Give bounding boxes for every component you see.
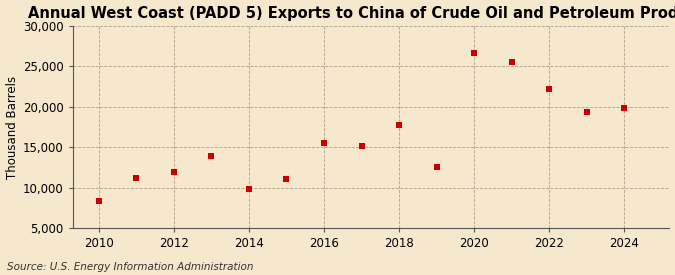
Point [431,165,442,170]
Y-axis label: Thousand Barrels: Thousand Barrels [5,75,18,178]
Point [506,60,517,65]
Point [356,144,367,148]
Point [169,169,180,174]
Point [469,50,480,55]
Point [394,122,404,127]
Point [244,186,254,191]
Point [281,177,292,181]
Point [131,176,142,180]
Point [581,110,592,115]
Point [319,141,329,145]
Point [544,87,555,91]
Text: Source: U.S. Energy Information Administration: Source: U.S. Energy Information Administ… [7,262,253,272]
Point [206,154,217,158]
Title: Annual West Coast (PADD 5) Exports to China of Crude Oil and Petroleum Products: Annual West Coast (PADD 5) Exports to Ch… [28,6,675,21]
Point [619,106,630,111]
Point [93,199,104,203]
